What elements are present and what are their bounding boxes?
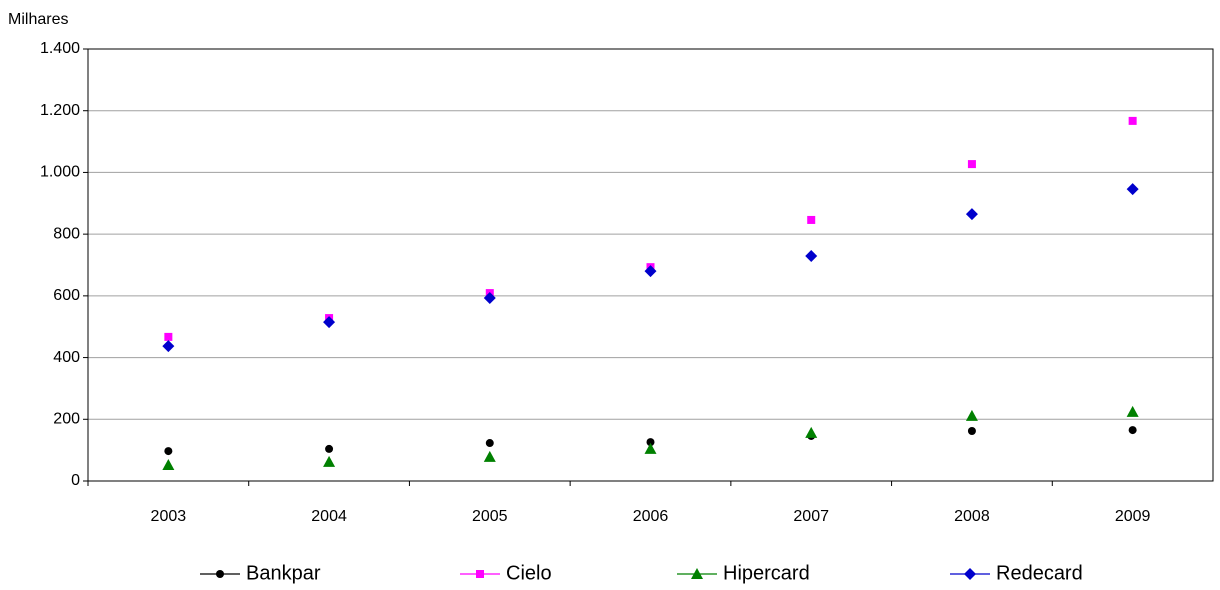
point-marker <box>164 447 173 456</box>
x-tick-label: 2005 <box>472 508 508 525</box>
point-marker <box>323 455 336 467</box>
point-marker <box>216 570 224 578</box>
point-marker <box>965 409 978 421</box>
point-marker <box>1128 426 1137 435</box>
point-marker <box>323 316 336 329</box>
y-tick-label: 800 <box>53 225 80 242</box>
point-marker <box>164 332 173 341</box>
y-tick-label: 400 <box>53 349 80 366</box>
y-axis-label: Milhares <box>8 11 68 28</box>
point-marker <box>1126 183 1139 196</box>
point-marker <box>805 426 818 438</box>
legend-label: Hipercard <box>723 562 810 584</box>
point-marker <box>476 570 484 578</box>
point-marker <box>162 458 175 470</box>
y-tick-label: 0 <box>71 472 80 489</box>
legend-label: Cielo <box>506 562 552 584</box>
point-marker <box>162 340 175 353</box>
y-tick-label: 200 <box>53 411 80 428</box>
x-tick-label: 2008 <box>954 508 990 525</box>
point-marker <box>644 442 657 454</box>
x-tick-label: 2003 <box>151 508 187 525</box>
point-marker <box>483 292 496 305</box>
legend-label: Redecard <box>996 562 1083 584</box>
point-marker <box>1128 116 1137 125</box>
point-marker <box>483 450 496 462</box>
point-marker <box>691 568 703 579</box>
point-marker <box>805 250 818 263</box>
point-marker <box>964 568 976 580</box>
y-tick-label: 1.200 <box>40 102 80 119</box>
point-marker <box>967 427 976 436</box>
legend-label: Bankpar <box>246 562 321 584</box>
x-tick-label: 2006 <box>633 508 669 525</box>
point-marker <box>325 444 334 453</box>
point-marker <box>1126 405 1139 417</box>
plot-frame <box>87 48 1214 482</box>
x-tick-label: 2009 <box>1115 508 1151 525</box>
point-marker <box>965 208 978 221</box>
point-marker <box>967 160 976 169</box>
point-marker <box>485 439 494 448</box>
point-marker <box>807 215 816 224</box>
y-tick-label: 1.400 <box>40 40 80 57</box>
point-marker <box>646 438 655 447</box>
x-tick-label: 2007 <box>793 508 829 525</box>
x-tick-label: 2004 <box>311 508 347 525</box>
point-marker <box>644 265 657 278</box>
y-tick-label: 1.000 <box>40 164 80 181</box>
y-tick-label: 600 <box>53 287 80 304</box>
